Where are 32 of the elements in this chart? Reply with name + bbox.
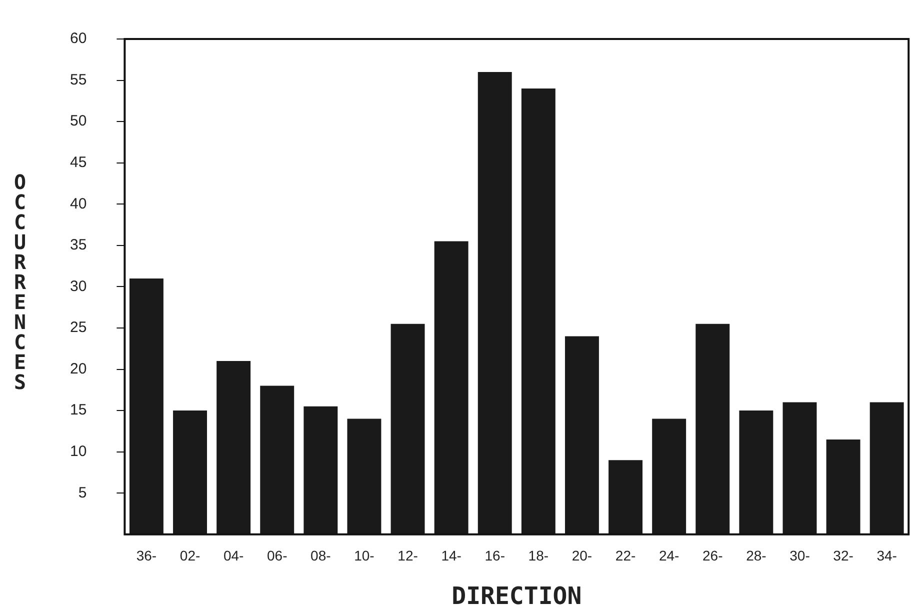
y-tick-label: 45 (70, 154, 87, 171)
x-tick-label: 18- (528, 548, 549, 564)
y-tick-label: 35 (70, 236, 87, 254)
x-axis-title: DIRECTION (452, 582, 582, 610)
x-tick-label: 08- (310, 548, 332, 564)
x-tick-label: 06- (266, 548, 288, 564)
x-tick-label: 22- (615, 548, 636, 564)
y-tick-label: 50 (70, 112, 87, 130)
x-tick-label: 02- (180, 548, 200, 564)
y-axis-title: OCCURRENCES (8, 170, 32, 390)
y-tick-label: 40 (70, 195, 87, 212)
y-tick-label: 60 (70, 30, 87, 48)
y-tick-label: 20 (70, 360, 87, 378)
x-tick-label: 26- (702, 548, 724, 564)
x-tick-label: 14- (441, 548, 462, 564)
y-tick-label: 5 (78, 484, 87, 502)
x-tick-label: 34- (876, 548, 898, 564)
y-tick-label: 55 (70, 71, 87, 88)
x-tick-label: 30- (790, 548, 810, 564)
y-tick-label: 30 (70, 278, 87, 295)
y-tick-label: 10 (70, 442, 87, 460)
x-tick-label: 12- (398, 548, 418, 564)
x-tick-label: 28- (746, 548, 767, 564)
y-tick-label: 15 (70, 402, 87, 419)
x-tick-label: 32- (833, 548, 854, 564)
x-tick-label: 36- (136, 548, 157, 564)
y-tick-label: 25 (70, 319, 87, 336)
x-tick-label: 20- (572, 548, 592, 564)
x-tick-label: 04- (223, 548, 244, 564)
x-tick-label: 10- (354, 548, 375, 564)
x-tick-label: 24- (658, 548, 680, 564)
x-tick-label: 16- (484, 548, 506, 564)
